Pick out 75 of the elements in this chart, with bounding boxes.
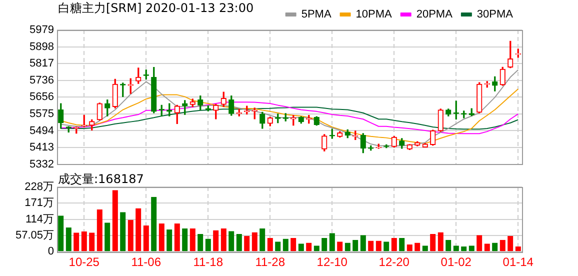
y-tick-label: 5413	[30, 142, 54, 154]
y-tick-label: 171万	[24, 197, 54, 210]
y-tick-label: 228万	[24, 181, 54, 194]
bar	[220, 228, 226, 252]
bar	[128, 220, 134, 252]
bar	[322, 238, 328, 252]
bar	[260, 228, 266, 252]
x-tick-label: 11-28	[255, 255, 286, 270]
bar	[430, 234, 436, 252]
bar	[352, 240, 358, 252]
legend-label: 30PMA	[476, 8, 514, 21]
bar	[96, 209, 102, 252]
bar	[104, 222, 110, 252]
bar	[198, 234, 204, 252]
bar	[228, 231, 234, 252]
x-tick-label: 01-02	[440, 255, 472, 270]
bar	[58, 216, 64, 252]
legend-label: 5PMA	[301, 8, 332, 21]
bar	[236, 234, 242, 252]
bar	[120, 212, 126, 252]
bar	[368, 240, 374, 252]
bar	[136, 208, 142, 252]
bar	[267, 238, 273, 252]
y-tick-label: 5575	[30, 108, 54, 120]
x-tick-label: 01-14	[502, 255, 534, 270]
bar	[438, 232, 444, 252]
bar	[166, 229, 172, 252]
bar	[384, 242, 390, 252]
y-tick-label: 5898	[30, 40, 54, 53]
bar	[290, 238, 296, 252]
bar	[74, 232, 80, 252]
y-tick-label: 5494	[30, 124, 54, 137]
chart-title: 成交量:168187	[58, 172, 144, 186]
bar	[81, 231, 87, 252]
bar	[174, 224, 180, 252]
y-tick-label: 57.05万	[15, 229, 54, 242]
bar	[508, 236, 514, 252]
bar	[337, 242, 343, 252]
bar	[476, 235, 482, 252]
bar	[143, 225, 149, 252]
x-tick-label: 11-06	[131, 255, 162, 270]
chart-title: 白糖主力[SRM] 2020-01-13 23:00	[58, 1, 254, 15]
bar	[446, 240, 452, 252]
y-tick-label: 5332	[30, 158, 54, 170]
x-tick-label: 12-10	[316, 255, 348, 270]
bar	[329, 233, 335, 252]
bar	[252, 232, 258, 252]
x-tick-label: 11-18	[193, 255, 224, 270]
y-tick-label: 114万	[25, 213, 54, 226]
bar	[190, 228, 196, 252]
bar	[391, 238, 397, 252]
bar	[151, 196, 157, 252]
bar	[282, 238, 288, 252]
bar	[182, 228, 188, 252]
bar	[360, 235, 366, 252]
bar	[500, 240, 506, 252]
legend-label: 10PMA	[356, 8, 393, 21]
bar	[376, 240, 382, 252]
bar	[89, 232, 95, 252]
bar	[399, 238, 405, 252]
bar	[112, 190, 118, 252]
x-tick-label: 12-20	[378, 255, 410, 270]
bar	[205, 238, 211, 252]
bar	[213, 230, 219, 252]
y-tick-label: 5736	[30, 74, 54, 87]
legend-label: 20PMA	[416, 8, 454, 21]
y-tick-label: 5817	[30, 58, 54, 70]
y-tick-label: 5656	[30, 91, 54, 104]
y-tick-label: 5979	[30, 24, 54, 36]
x-tick-label: 10-25	[68, 255, 100, 270]
bar	[66, 227, 72, 252]
y-tick-label: 0	[48, 246, 54, 258]
bar	[275, 242, 281, 252]
bar	[158, 224, 164, 252]
bar	[244, 236, 250, 252]
